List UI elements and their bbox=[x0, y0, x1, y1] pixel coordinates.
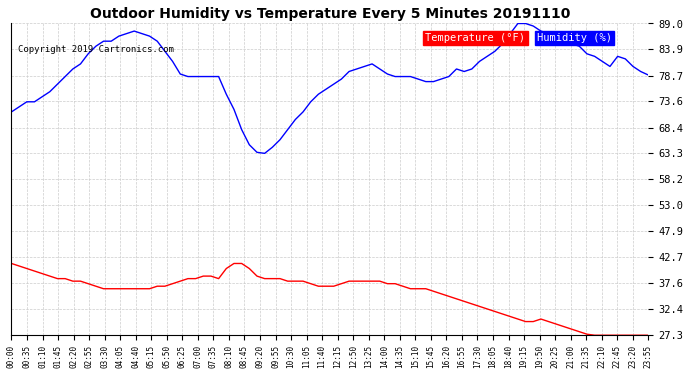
Text: Humidity (%): Humidity (%) bbox=[537, 33, 612, 43]
Title: Outdoor Humidity vs Temperature Every 5 Minutes 20191110: Outdoor Humidity vs Temperature Every 5 … bbox=[90, 7, 570, 21]
Text: Temperature (°F): Temperature (°F) bbox=[426, 33, 525, 43]
Text: Copyright 2019 Cartronics.com: Copyright 2019 Cartronics.com bbox=[18, 45, 174, 54]
